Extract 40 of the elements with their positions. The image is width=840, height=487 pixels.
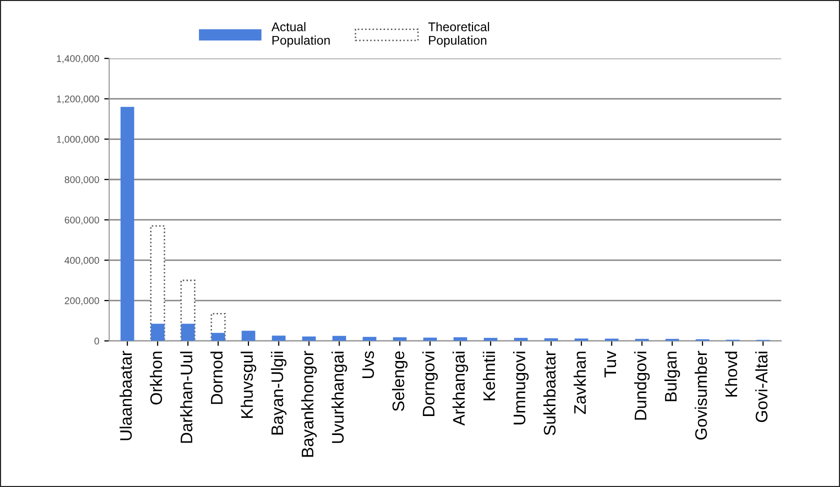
bar xyxy=(242,330,256,341)
x-tick-label: Bayan-Ulgii xyxy=(270,352,286,434)
y-tick-label: 1,400,000 xyxy=(56,55,100,64)
x-tick-label: Orkhon xyxy=(150,352,162,404)
x-tick-label: Bayankhongor xyxy=(301,350,317,457)
bar xyxy=(120,106,134,341)
bar xyxy=(150,324,164,341)
x-tick-label: Zavkhan xyxy=(574,352,586,414)
x-tick-label: Dorngovi xyxy=(422,352,438,416)
x-tick-label: Tuv xyxy=(604,350,616,378)
y-tick-label: 1,000,000 xyxy=(56,136,100,144)
x-tick-label: Umnugovi xyxy=(513,352,529,424)
y-tick-label: 0 xyxy=(94,338,100,345)
y-tick-label: 1,200,000 xyxy=(56,96,100,104)
legend-label: Theoretical Population xyxy=(428,22,490,48)
x-tick-label: Khuvsgul xyxy=(240,352,256,418)
x-tick-label: Sukhbaatar xyxy=(543,350,556,436)
legend-label: Actual Population xyxy=(271,22,330,48)
x-tick-label: Selenge xyxy=(392,351,408,412)
bar xyxy=(423,338,437,341)
x-tick-label: Uvurkhangai xyxy=(331,352,348,443)
bar xyxy=(302,336,316,341)
x-tick-label: Ulaanbaatar xyxy=(120,350,132,440)
x-tick-label: Govi-Altai xyxy=(755,352,768,422)
x-tick-label: Dornod xyxy=(210,352,223,404)
x-tick-label: Dundgovi xyxy=(634,352,650,420)
x-tick-label: Khovd xyxy=(725,352,738,397)
x-tick-label: Kehntii xyxy=(482,352,496,400)
x-tick-label: Bulgan xyxy=(664,352,680,402)
y-tick-label: 400,000 xyxy=(64,256,100,265)
y-tick-label: 600,000 xyxy=(64,216,100,225)
bar xyxy=(181,324,195,341)
y-tick-label: 200,000 xyxy=(64,297,100,306)
bar xyxy=(272,336,286,341)
x-tick-label: Darkhan-Uul xyxy=(180,352,192,443)
bar xyxy=(211,332,225,341)
x-tick-label: Uvs xyxy=(362,351,374,378)
x-tick-label: Govisumber xyxy=(694,350,707,440)
y-tick-label: 800,000 xyxy=(64,176,100,184)
x-tick-label: Arkhangai xyxy=(452,352,468,426)
